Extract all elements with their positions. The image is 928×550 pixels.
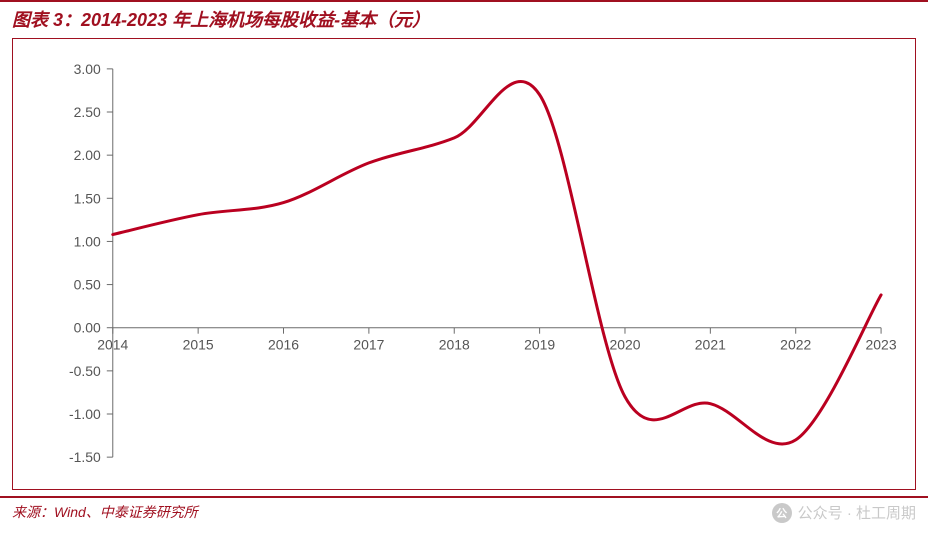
- svg-text:2022: 2022: [780, 337, 811, 353]
- svg-text:2016: 2016: [268, 337, 299, 353]
- svg-text:2.00: 2.00: [74, 147, 101, 163]
- svg-text:2023: 2023: [866, 337, 897, 353]
- svg-text:2.50: 2.50: [74, 104, 101, 120]
- svg-text:3.00: 3.00: [74, 61, 101, 77]
- svg-text:0.50: 0.50: [74, 277, 101, 293]
- svg-text:1.50: 1.50: [74, 190, 101, 206]
- line-chart-svg: 3.00 2.50 2.00 1.50 1.00 0.50 0.00 -0.50 -1.00 -1…: [13, 39, 915, 489]
- svg-text:2019: 2019: [524, 337, 555, 353]
- source-citation: 来源：Wind、中泰证券研究所: [12, 502, 198, 522]
- chart-title: 图表 3：2014-2023 年上海机场每股收益-基本（元）: [12, 10, 430, 30]
- chart-panel: 3.00 2.50 2.00 1.50 1.00 0.50 0.00 -0.50 -1.00 -1…: [12, 38, 916, 490]
- svg-text:2021: 2021: [695, 337, 726, 353]
- watermark: 公 公众号 · 杜工周期: [772, 502, 916, 523]
- wechat-icon: 公: [772, 503, 792, 523]
- svg-text:-0.50: -0.50: [69, 363, 101, 379]
- svg-text:-1.00: -1.00: [69, 406, 101, 422]
- svg-text:-1.50: -1.50: [69, 449, 101, 465]
- footer-bar: 来源：Wind、中泰证券研究所 公 公众号 · 杜工周期: [0, 496, 928, 523]
- figure-container: 图表 3：2014-2023 年上海机场每股收益-基本（元） 3.00 2.50 2…: [0, 0, 928, 550]
- svg-text:2014: 2014: [97, 337, 128, 353]
- svg-text:2020: 2020: [609, 337, 640, 353]
- svg-text:2018: 2018: [439, 337, 470, 353]
- svg-text:2015: 2015: [183, 337, 214, 353]
- svg-text:1.00: 1.00: [74, 233, 101, 249]
- svg-text:2017: 2017: [353, 337, 384, 353]
- watermark-text: 公众号 · 杜工周期: [798, 502, 916, 523]
- svg-text:0.00: 0.00: [74, 320, 101, 336]
- title-bar: 图表 3：2014-2023 年上海机场每股收益-基本（元）: [0, 0, 928, 38]
